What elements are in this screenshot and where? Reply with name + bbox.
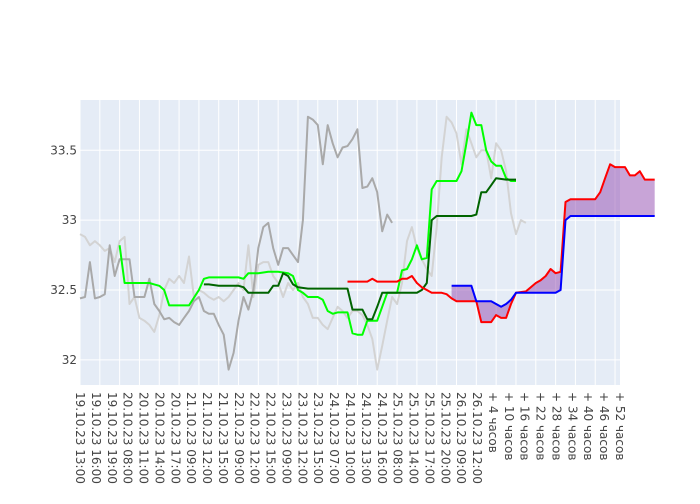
x-tick-label: 24.10.23 13:00 [359, 392, 373, 484]
y-axis-ticks: 32 32.5 33 33.5 [50, 143, 77, 367]
x-tick-label: + 16 часов [518, 392, 532, 460]
x-tick-label: 23.10.23 09:00 [280, 392, 294, 484]
x-tick-label: 20.10.23 08:00 [121, 392, 135, 484]
x-tick-label: 23.10.23 15:00 [311, 392, 325, 484]
x-tick-label: 25.10.23 08:00 [391, 392, 405, 484]
x-tick-label: 24.10.23 07:00 [327, 392, 341, 484]
x-axis-ticks: 19.10.23 13:00 19.10.23 16:00 19.10.23 19:… [73, 392, 627, 484]
gridlines [79, 100, 620, 385]
x-tick-label: 26.10.23 12:00 [470, 392, 484, 484]
x-tick-label: 20.10.23 17:00 [168, 392, 182, 484]
y-tick-label: 33 [62, 213, 77, 227]
x-tick-label: 21.10.23 15:00 [216, 392, 230, 484]
y-tick-label: 32.5 [50, 283, 77, 297]
x-tick-label: + 10 часов [502, 392, 516, 460]
plot-background [80, 100, 620, 385]
x-tick-label: 22.10.23 12:00 [248, 392, 262, 484]
x-tick-label: 20.10.23 14:00 [152, 392, 166, 484]
forecast-range-fill [451, 164, 655, 323]
y-tick-label: 33.5 [50, 143, 77, 157]
y-tick-label: 32 [62, 353, 77, 367]
x-tick-label: 19.10.23 13:00 [73, 392, 87, 484]
x-tick-label: 21.10.23 12:00 [200, 392, 214, 484]
x-tick-label: + 40 часов [581, 392, 595, 460]
x-tick-label: + 52 часов [613, 392, 627, 460]
x-tick-label: + 22 часов [534, 392, 548, 460]
series-line-light-gray [79, 115, 527, 371]
x-tick-label: 19.10.23 16:00 [89, 392, 103, 484]
x-tick-label: 22.10.23 09:00 [232, 392, 246, 484]
x-tick-label: 25.10.23 17:00 [422, 392, 436, 484]
series-line-dark-gray [79, 115, 393, 371]
series-lines [79, 111, 655, 371]
series-line-dark-green [203, 177, 516, 321]
x-tick-label: + 4 часов [486, 392, 500, 453]
x-tick-label: 25.10.23 20:00 [438, 392, 452, 484]
x-tick-label: + 34 часов [565, 392, 579, 460]
band-fills [451, 164, 655, 323]
series-line-red [347, 163, 655, 324]
x-tick-label: + 28 часов [550, 392, 564, 460]
x-tick-label: 24.10.23 16:00 [375, 392, 389, 484]
series-line-blue [451, 215, 655, 308]
x-tick-label: 23.10.23 12:00 [295, 392, 309, 484]
x-tick-label: + 46 часов [597, 392, 611, 460]
x-tick-label: 19.10.23 19:00 [105, 392, 119, 484]
x-tick-label: 20.10.23 11:00 [137, 392, 151, 484]
x-tick-label: 24.10.23 10:00 [343, 392, 357, 484]
x-tick-label: 22.10.23 15:00 [264, 392, 278, 484]
x-tick-label: 25.10.23 14:00 [407, 392, 421, 484]
series-line-lime [118, 111, 516, 336]
x-tick-label: 21.10.23 09:00 [184, 392, 198, 484]
x-tick-label: 26.10.23 09:00 [454, 392, 468, 484]
